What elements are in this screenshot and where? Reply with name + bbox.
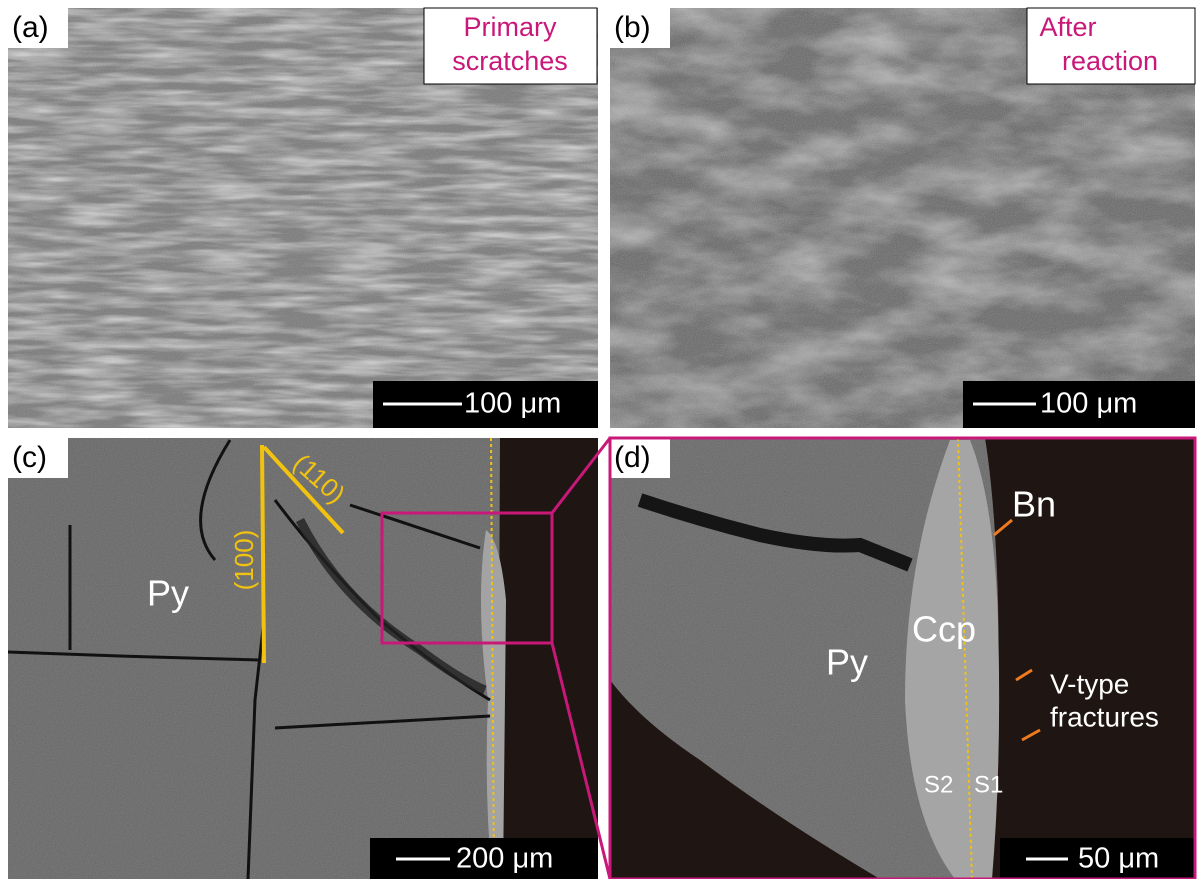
mineral-label: Ccp [912,609,976,650]
mineral-label: Bn [1012,484,1056,525]
panel-label: (b) [614,11,651,44]
caption: scratches [452,46,568,76]
mineral-label: Py [826,642,868,683]
scale-bar-label: 200 μm [456,843,553,875]
scale-bar-label: 50 μm [1078,843,1159,875]
mineral-label: Py [147,573,189,614]
annotation: fractures [1050,701,1159,732]
figure: (a) Primary scratches 100 μm (b) After r… [0,0,1201,879]
plane-line [262,445,264,663]
annotation: S2 [924,771,953,798]
panel-d: (d) Bn Ccp Py V-type fractures S2 S1 50 … [610,438,1195,879]
panel-label: (c) [12,441,47,474]
panel-a: (a) Primary scratches 100 μm [8,8,598,428]
dark-region [498,438,598,879]
caption: After [1039,12,1096,42]
panel-label: (a) [12,11,49,44]
scale-bar-label: 100 μm [1040,388,1137,420]
annotation: V-type [1050,668,1129,699]
panel-b: (b) After reaction 100 μm [610,8,1195,428]
plane-label: (100) [229,530,259,591]
caption: reaction [1062,46,1158,76]
scale-bar-label: 100 μm [464,388,561,420]
panel-label: (d) [614,441,651,474]
caption: Primary [464,12,557,42]
annotation: S1 [974,771,1003,798]
panel-c: (100) (110) Py (c) 200 μm [8,438,598,879]
